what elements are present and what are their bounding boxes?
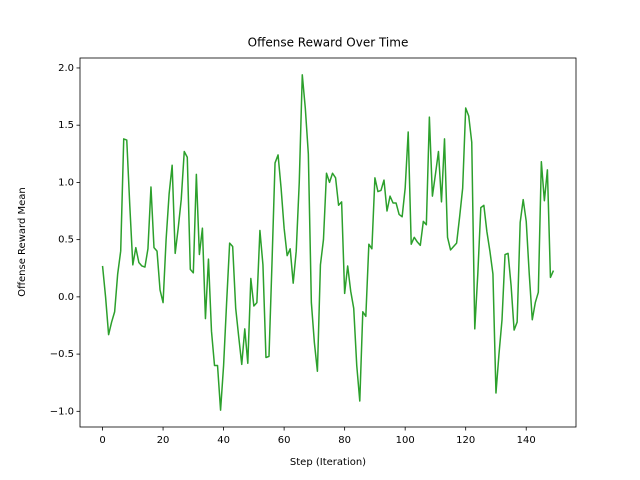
x-axis-label: Step (Iteration) [290, 457, 366, 468]
chart-title: Offense Reward Over Time [248, 36, 409, 50]
x-tick-label: 140 [517, 435, 536, 446]
x-tick-label: 40 [217, 435, 230, 446]
y-tick-label: −1.0 [50, 406, 74, 417]
y-axis-label: Offense Reward Mean [17, 187, 28, 296]
y-tick-label: 0.0 [58, 292, 74, 303]
y-tick-label: 1.5 [58, 120, 74, 131]
y-tick-label: 2.0 [58, 63, 74, 74]
plot-frame [79, 57, 577, 428]
x-tick-label: 0 [99, 435, 105, 446]
y-tick-label: 1.0 [58, 177, 74, 188]
x-tick-label: 20 [157, 435, 170, 446]
x-tick-label: 120 [456, 435, 475, 446]
x-tick-label: 80 [338, 435, 351, 446]
y-tick-label: 0.5 [58, 235, 74, 246]
y-tick-label: −0.5 [50, 349, 74, 360]
data-line [101, 74, 555, 411]
x-tick-label: 60 [278, 435, 291, 446]
x-tick-label: 100 [396, 435, 415, 446]
